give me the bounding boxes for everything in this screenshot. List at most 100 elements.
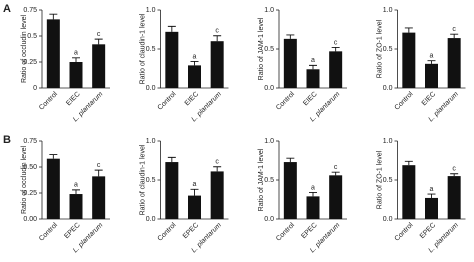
bar [69, 62, 83, 88]
x-tick-label: Control [38, 90, 59, 111]
y-tick-label: 0.75 [23, 7, 37, 14]
y-axis-label: Ratio of claudin-1 level [139, 13, 146, 84]
error-bar [167, 156, 176, 163]
y-tick-label: 0.0 [146, 216, 156, 223]
y-tick-label: 0.5 [27, 33, 37, 40]
y-tick-label: 1.0 [264, 138, 274, 145]
x-tick-label: Control [157, 221, 178, 242]
x-tick-label: Control [157, 90, 178, 111]
x-tick-label: EIEC [302, 91, 319, 108]
x-tick-label: Control [275, 221, 296, 242]
bar [283, 38, 297, 88]
bar [210, 41, 224, 88]
bar [165, 31, 179, 88]
y-tick-label: 0 [33, 85, 37, 92]
y-tick-label: 1.0 [146, 138, 156, 145]
significance-label: c [334, 39, 338, 46]
significance-label: c [452, 166, 456, 173]
x-tick-label: EIEC [421, 91, 438, 108]
error-bar [427, 60, 436, 64]
bar [92, 176, 106, 219]
x-tick-label: EPEC [182, 222, 200, 240]
bar [447, 176, 461, 219]
error-bar [404, 160, 413, 166]
bar [425, 63, 438, 88]
error-bar [213, 35, 222, 42]
y-tick-label: 0.0 [383, 85, 393, 92]
error-bar [213, 166, 222, 172]
significance-label: a [193, 181, 197, 188]
bar [188, 195, 201, 219]
y-tick-label: 0.5 [264, 46, 274, 53]
bar [283, 162, 297, 219]
y-tick-label: 0.5 [383, 177, 393, 184]
y-tick-label: 0.5 [264, 177, 274, 184]
y-axis-label: Ratio of ZO-1 level [376, 150, 383, 209]
error-bar [286, 34, 295, 39]
error-bar [167, 25, 176, 32]
error-bar [49, 13, 58, 20]
y-tick-label: 0.5 [146, 177, 156, 184]
bar [306, 69, 320, 88]
error-bar [72, 189, 80, 195]
y-tick-label: 0.00 [23, 216, 37, 223]
bar [92, 44, 106, 88]
y-tick-label: 0.5 [383, 46, 393, 53]
y-axis-label: Ratio of occludin level [21, 15, 28, 84]
bar [329, 51, 343, 88]
bar [447, 38, 461, 88]
y-axis-label: Ratio of JAM-1 level [258, 17, 265, 80]
y-axis-label: Ratio of JAM-1 level [258, 148, 265, 211]
error-bar [450, 173, 459, 177]
error-bar [331, 46, 340, 52]
y-tick-label: 1.0 [383, 7, 393, 14]
error-bar [331, 171, 340, 176]
significance-label: c [97, 162, 101, 169]
error-bar [427, 193, 436, 198]
error-bar [94, 38, 103, 45]
significance-label: a [430, 186, 434, 193]
y-tick-label: 0.5 [146, 46, 156, 53]
panel-label: B [3, 134, 11, 146]
bar [165, 162, 179, 219]
significance-label: c [334, 164, 338, 171]
error-bar [190, 61, 199, 66]
significance-label: a [74, 50, 78, 57]
y-tick-label: 0.25 [23, 59, 37, 66]
error-bar [72, 57, 80, 62]
significance-label: c [97, 31, 101, 38]
bar [46, 158, 60, 219]
bar [402, 32, 416, 88]
bar [210, 171, 224, 219]
y-tick-label: 1.0 [264, 7, 274, 14]
bar [329, 175, 343, 219]
x-tick-label: EIEC [184, 91, 201, 108]
error-bar [94, 169, 103, 177]
panel-label: A [3, 3, 11, 15]
bar [69, 194, 83, 219]
significance-label: a [193, 53, 197, 60]
x-tick-label: Control [394, 90, 415, 111]
x-tick-label: Control [38, 221, 59, 242]
error-bar [309, 64, 317, 70]
significance-label: a [430, 53, 434, 60]
y-axis-label: Ratio of occludin level [21, 146, 28, 215]
y-tick-label: 0.0 [264, 85, 274, 92]
significance-label: c [215, 28, 219, 35]
significance-label: a [311, 184, 315, 191]
x-tick-label: EPEC [63, 222, 81, 240]
y-axis-label: Ratio of ZO-1 level [376, 19, 383, 78]
significance-label: a [311, 57, 315, 64]
y-tick-label: 1.0 [146, 7, 156, 14]
bar [188, 65, 201, 88]
error-bar [49, 154, 58, 159]
significance-label: c [215, 159, 219, 166]
bar [306, 196, 320, 219]
x-tick-label: EIEC [65, 91, 82, 108]
bar [425, 197, 438, 219]
bar [46, 19, 60, 88]
error-bar [309, 192, 317, 197]
error-bar [286, 157, 295, 163]
x-tick-label: Control [275, 90, 296, 111]
